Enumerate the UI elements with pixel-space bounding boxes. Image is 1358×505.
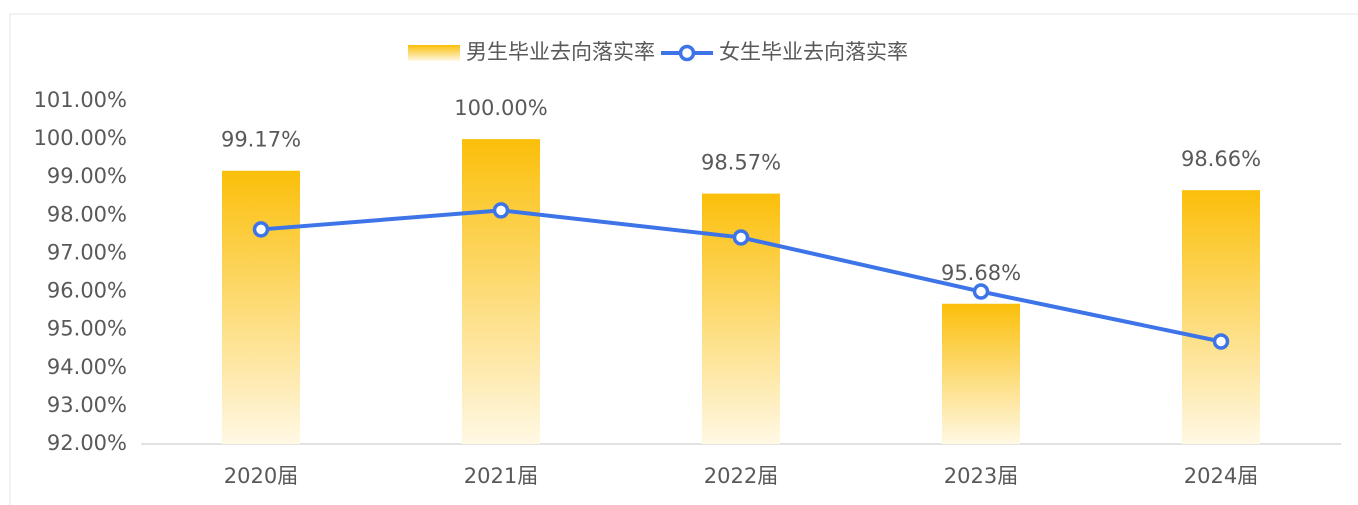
bar	[1182, 190, 1260, 444]
y-tick-label: 93.00%	[47, 393, 127, 417]
legend-label: 女生毕业去向落实率	[719, 40, 908, 64]
y-tick-label: 92.00%	[47, 431, 127, 455]
x-tick-label: 2021届	[464, 464, 538, 488]
y-tick-label: 99.00%	[47, 164, 127, 188]
y-tick-label: 96.00%	[47, 279, 127, 303]
x-tick-label: 2020届	[224, 464, 298, 488]
x-tick-label: 2024届	[1184, 464, 1258, 488]
x-tick-label: 2022届	[704, 464, 778, 488]
data-label: 98.66%	[1181, 147, 1261, 171]
y-tick-label: 94.00%	[47, 355, 127, 379]
data-label: 95.68%	[941, 261, 1021, 285]
line-point	[492, 202, 510, 219]
line-point	[252, 221, 270, 238]
y-tick-label: 101.00%	[34, 88, 127, 112]
x-tick-label: 2023届	[944, 464, 1018, 488]
frame	[9, 13, 1358, 505]
line-point	[1212, 333, 1230, 350]
y-tick-label: 95.00%	[47, 317, 127, 341]
legend-label: 男生毕业去向落实率	[466, 40, 655, 64]
line-point	[972, 283, 990, 300]
data-label: 98.57%	[701, 151, 781, 175]
legend-swatch	[408, 45, 460, 61]
y-tick-label: 100.00%	[34, 126, 127, 150]
y-tick-label: 98.00%	[47, 202, 127, 226]
data-label: 100.00%	[454, 96, 547, 120]
y-tick-label: 97.00%	[47, 240, 127, 264]
bar	[942, 303, 1020, 444]
legend-swatch-marker	[678, 44, 696, 62]
bar	[222, 170, 300, 444]
data-label: 99.17%	[221, 128, 301, 152]
bar	[462, 139, 540, 444]
line-point	[732, 229, 750, 246]
